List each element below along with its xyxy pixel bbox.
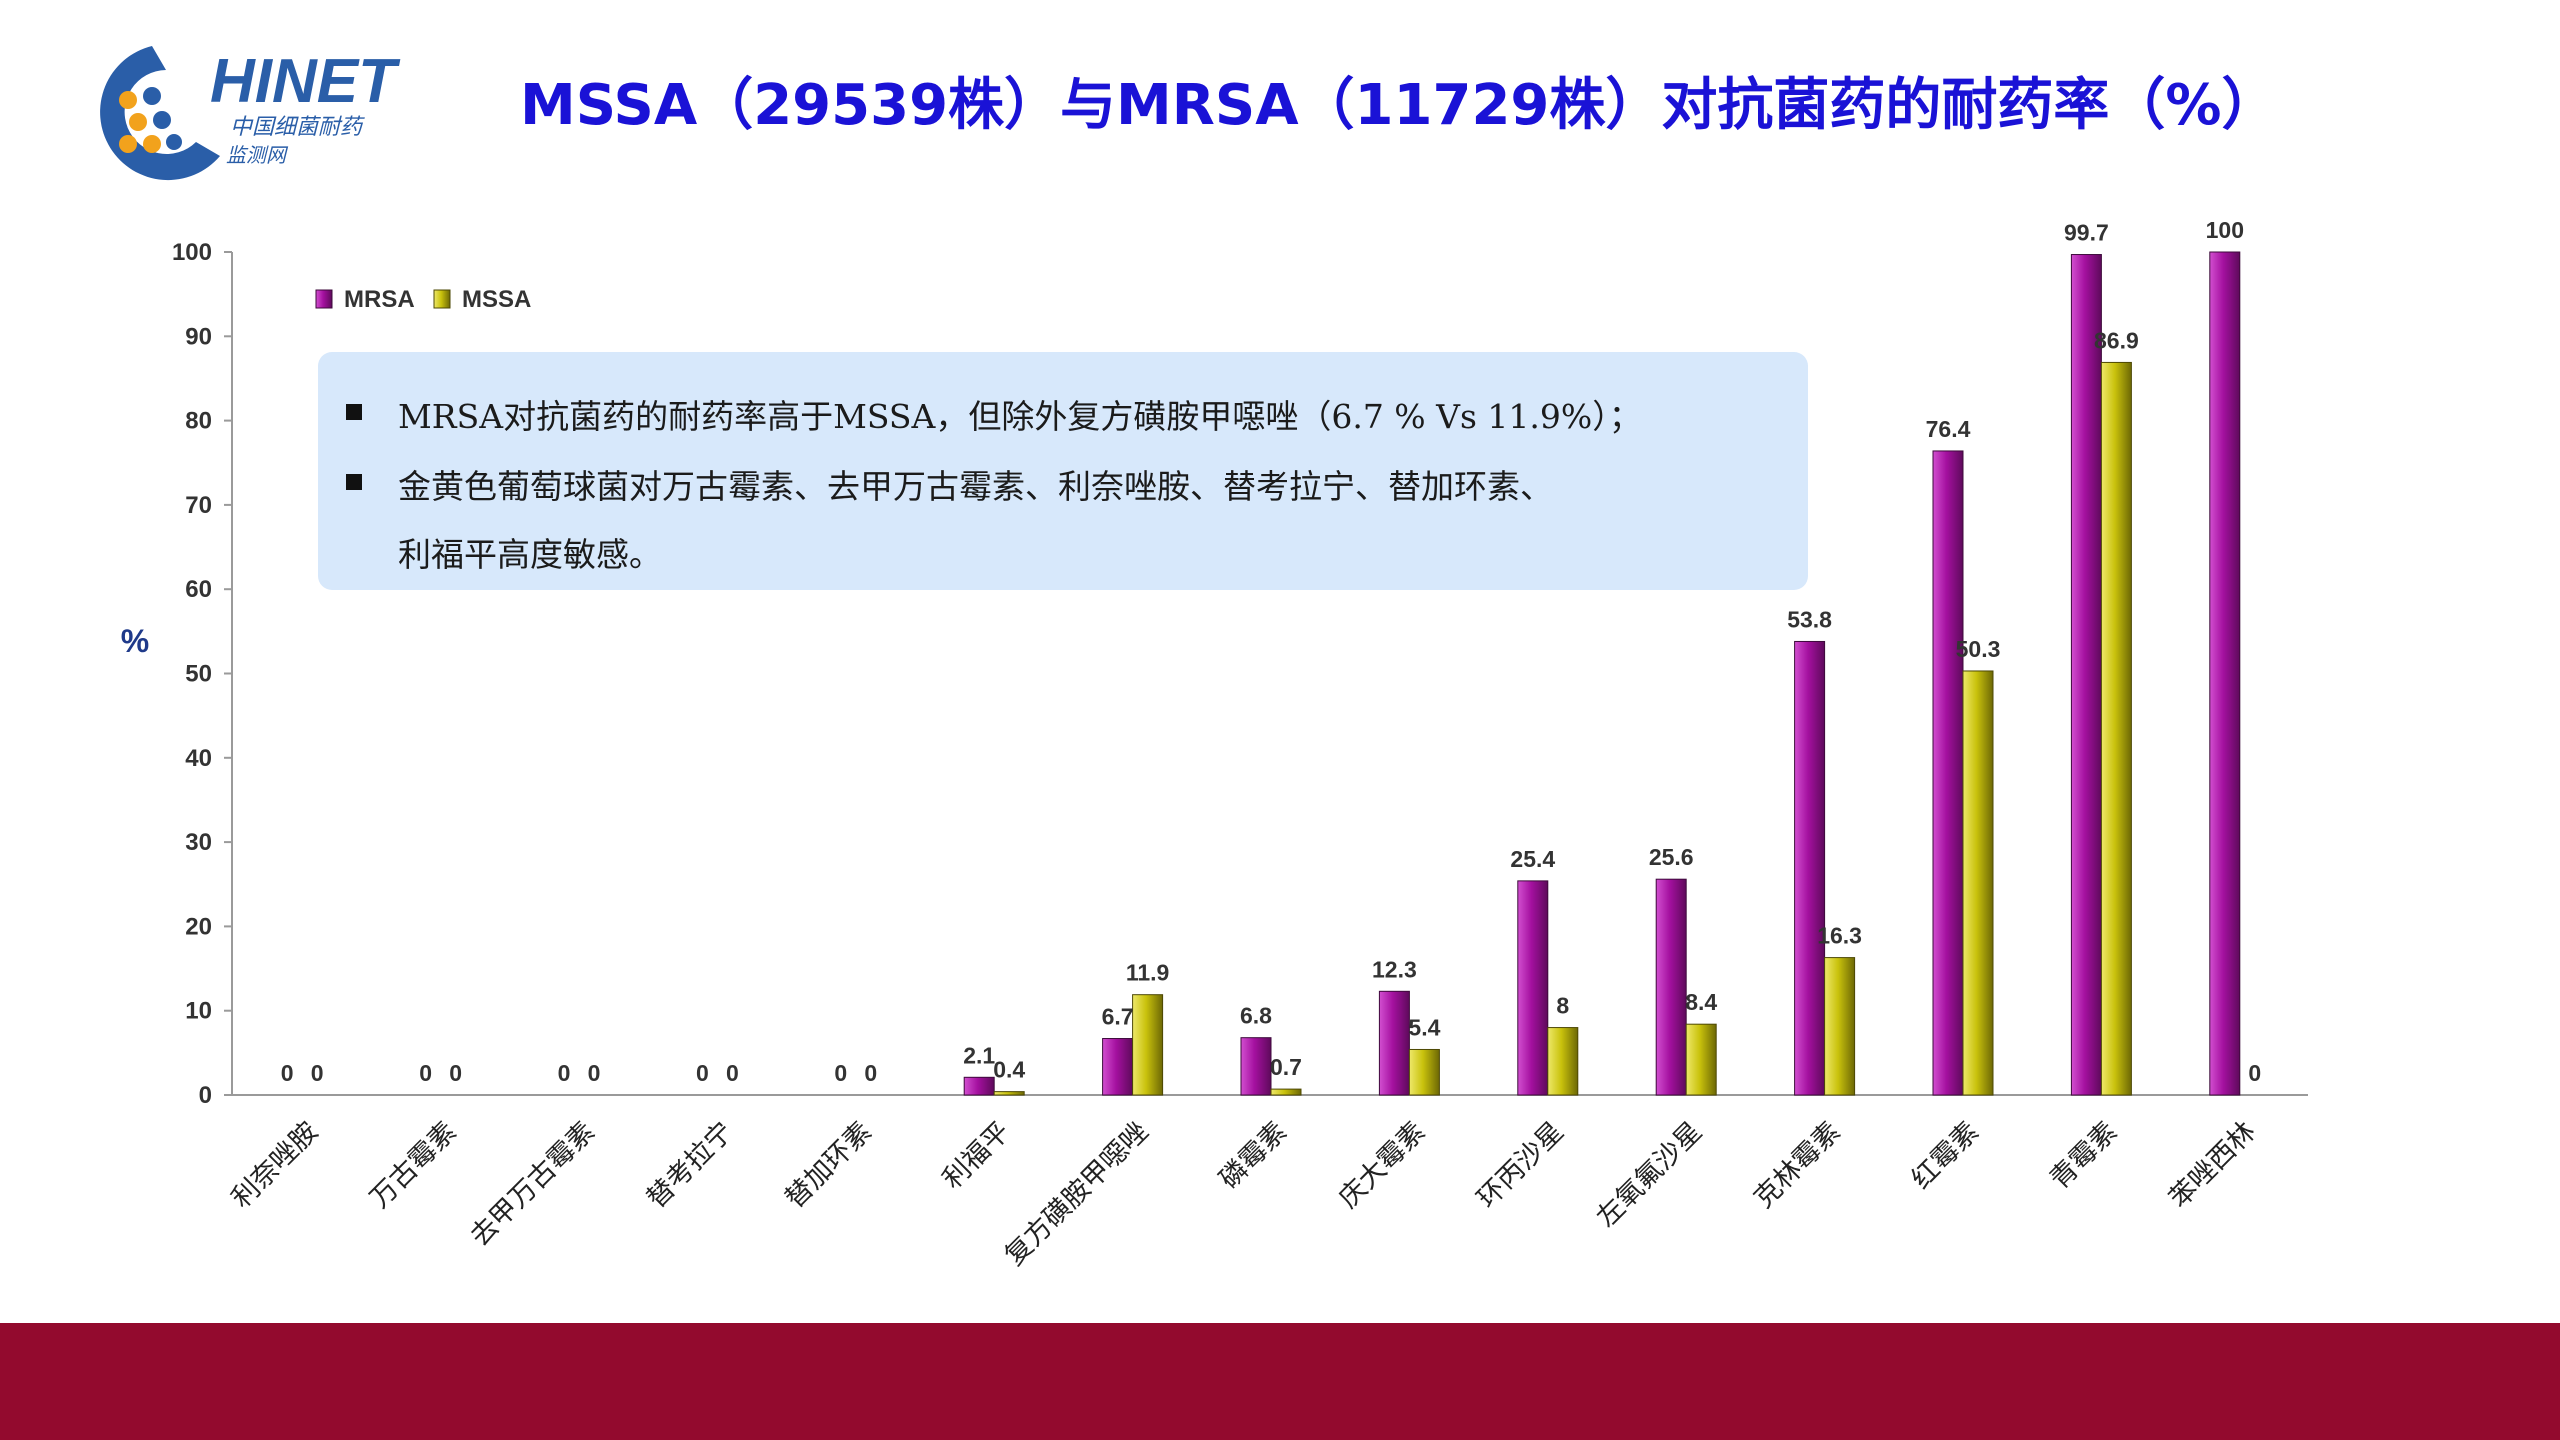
x-tick-label: 青霉素 (2044, 1116, 2123, 1195)
bar-mrsa (1655, 878, 1687, 1096)
data-label-mrsa: 25.6 (1649, 844, 1694, 870)
data-label-mrsa: 12.3 (1372, 956, 1417, 982)
y-tick-label: 10 (185, 998, 212, 1025)
y-tick-label: 90 (185, 323, 212, 350)
note-text-3: 利福平高度敏感。 (398, 535, 662, 574)
y-axis-label: % (121, 623, 149, 659)
data-label-mssa: 16.3 (1817, 923, 1862, 949)
data-label-mrsa: 76.4 (1926, 416, 1971, 442)
y-tick-label: 60 (185, 576, 212, 603)
data-label-mrsa: 0 (419, 1060, 432, 1086)
data-label-mrsa: 100 (2206, 217, 2244, 243)
logo-brand: HINET (210, 47, 401, 116)
data-label-mssa: 5.4 (1408, 1014, 1440, 1040)
data-label-mssa: 86.9 (2094, 327, 2139, 353)
x-tick-label: 利福平 (937, 1116, 1016, 1195)
legend-label-mssa: MSSA (462, 286, 531, 313)
data-label-mssa: 0 (2248, 1060, 2261, 1086)
x-tick-label: 苯唑西林 (2163, 1116, 2261, 1214)
data-label-mrsa: 6.8 (1240, 1003, 1272, 1029)
note-text-1: MRSA对抗菌药的耐药率高于MSSA，但除外复方磺胺甲噁唑（6.7 % Vs 1… (398, 397, 1642, 436)
x-tick-label: 克林霉素 (1748, 1116, 1846, 1214)
x-tick-label: 利奈唑胺 (226, 1116, 324, 1214)
data-label-mrsa: 53.8 (1787, 606, 1832, 632)
bar-mssa (1547, 1027, 1579, 1096)
x-tick-label: 红霉素 (1906, 1116, 1985, 1195)
data-label-mrsa: 25.4 (1510, 846, 1555, 872)
legend-label-mrsa: MRSA (344, 286, 415, 313)
bar-mssa (1962, 670, 1994, 1096)
footer-band (0, 1323, 2560, 1440)
data-label-mrsa: 2.1 (963, 1042, 995, 1068)
data-label-mssa: 11.9 (1126, 960, 1170, 986)
x-tick-label: 左氧氟沙星 (1591, 1116, 1708, 1233)
data-label-mrsa: 6.7 (1102, 1004, 1134, 1030)
y-tick-label: 20 (185, 913, 212, 940)
data-label-mssa: 50.3 (1956, 636, 2001, 662)
x-tick-label: 替考拉宁 (641, 1116, 739, 1214)
bar-mrsa (963, 1076, 995, 1096)
x-tick-label: 环丙沙星 (1471, 1116, 1569, 1214)
logo-subtitle-1: 中国细菌耐药 (230, 115, 365, 140)
x-tick-label: 替加环素 (779, 1116, 877, 1214)
data-label-mssa: 0 (588, 1060, 601, 1086)
note-callout: MRSA对抗菌药的耐药率高于MSSA，但除外复方磺胺甲噁唑（6.7 % Vs 1… (318, 352, 1808, 590)
bar-mssa (1132, 994, 1164, 1096)
y-tick-label: 50 (185, 661, 212, 688)
bar-mssa (1685, 1023, 1717, 1096)
y-tick-label: 70 (185, 492, 212, 519)
x-tick-label: 庆大霉素 (1333, 1116, 1431, 1214)
bullet-icon (346, 474, 362, 490)
bar-mrsa (1378, 990, 1410, 1096)
data-label-mssa: 0 (311, 1060, 324, 1086)
bar-mrsa (1794, 640, 1826, 1096)
data-label-mrsa: 99.7 (2064, 220, 2109, 246)
bar-mrsa (1240, 1037, 1272, 1096)
logo-globe-icon (100, 46, 220, 181)
bar-mssa (1408, 1048, 1440, 1096)
data-label-mssa: 0.4 (993, 1057, 1025, 1083)
data-label-mssa: 0 (449, 1060, 462, 1086)
x-tick-label: 万古霉素 (364, 1116, 462, 1214)
data-label-mrsa: 0 (834, 1060, 847, 1086)
data-label-mrsa: 0 (696, 1060, 709, 1086)
chinet-logo: HINET 中国细菌耐药 监测网 (100, 46, 401, 181)
x-tick-label: 磷霉素 (1214, 1116, 1293, 1195)
bar-mssa (993, 1091, 1025, 1096)
data-label-mssa: 0 (726, 1060, 739, 1086)
bar-mrsa (1932, 450, 1964, 1096)
bullet-icon (346, 404, 362, 420)
legend-swatch-mrsa (315, 289, 333, 309)
y-tick-label: 80 (185, 408, 212, 435)
y-tick-label: 100 (172, 239, 212, 266)
note-text-2: 金黄色葡萄球菌对万古霉素、去甲万古霉素、利奈唑胺、替考拉宁、替加环素、 (398, 467, 1553, 506)
x-tick-label: 复方磺胺甲噁唑 (999, 1116, 1155, 1272)
bar-mssa (2100, 361, 2132, 1096)
data-label-mssa: 0 (864, 1060, 877, 1086)
y-tick-label: 40 (185, 745, 212, 772)
bar-mrsa (2209, 251, 2241, 1096)
data-label-mrsa: 0 (281, 1060, 294, 1086)
data-label-mssa: 8 (1556, 993, 1569, 1019)
legend-swatch-mssa (433, 289, 451, 309)
x-tick-label: 去甲万古霉素 (464, 1116, 600, 1252)
y-tick-label: 30 (185, 829, 212, 856)
data-label-mssa: 8.4 (1685, 989, 1717, 1015)
bar-mrsa (1102, 1038, 1134, 1096)
logo-subtitle-2: 监测网 (226, 143, 289, 167)
data-label-mssa: 0.7 (1270, 1054, 1302, 1080)
y-tick-label: 0 (199, 1082, 212, 1109)
slide-title: MSSA（29539株）与MRSA（11729株）对抗菌药的耐药率（%） (520, 73, 2278, 138)
bar-mssa (1824, 957, 1856, 1096)
data-label-mrsa: 0 (558, 1060, 571, 1086)
bar-mrsa (1517, 880, 1549, 1096)
bar-mrsa (2070, 254, 2102, 1096)
bar-mssa (1270, 1088, 1302, 1096)
